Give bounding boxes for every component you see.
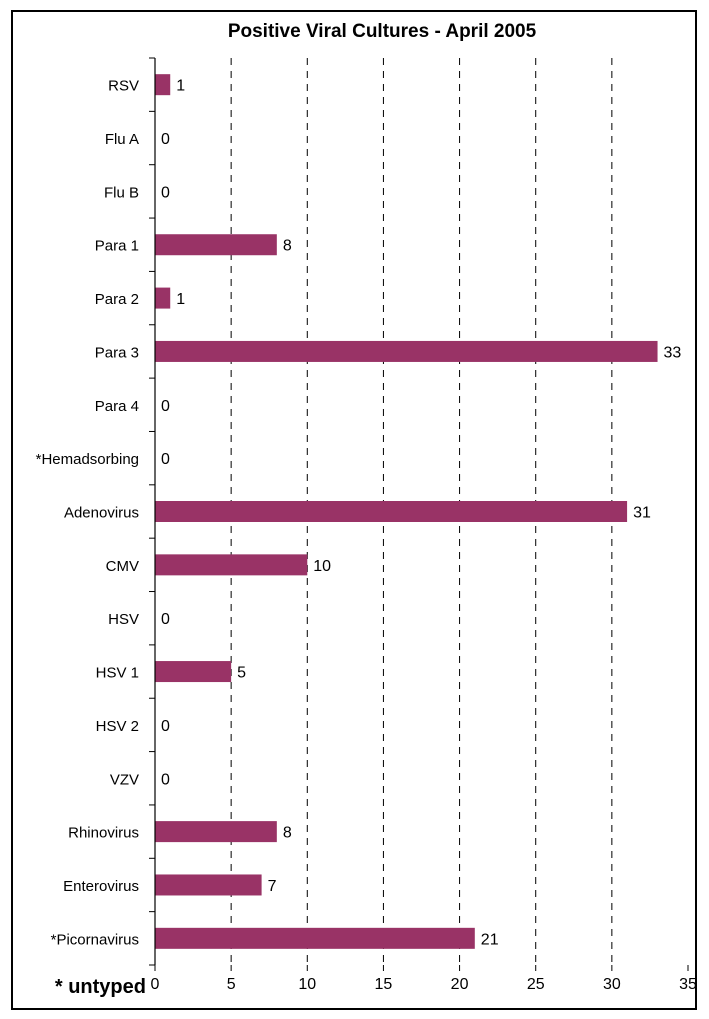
x-tick-label-10: 10	[298, 976, 316, 993]
category-label-2: Flu B	[104, 184, 139, 201]
x-tick-label-25: 25	[527, 976, 545, 993]
bar-15	[155, 874, 262, 896]
category-label-4: Para 2	[95, 291, 139, 308]
category-label-9: CMV	[106, 558, 139, 575]
category-label-10: HSV	[108, 611, 139, 628]
x-tick-label-15: 15	[375, 976, 393, 993]
bar-11	[155, 661, 232, 683]
bar-5	[155, 340, 658, 362]
value-label-13: 0	[161, 771, 170, 788]
x-tick-label-35: 35	[679, 976, 697, 993]
category-label-5: Para 3	[95, 344, 139, 361]
bar-16	[155, 927, 475, 949]
category-label-13: VZV	[110, 771, 139, 788]
category-label-14: Rhinovirus	[68, 825, 139, 842]
value-label-12: 0	[161, 718, 170, 735]
value-label-15: 7	[268, 878, 277, 895]
value-label-10: 0	[161, 611, 170, 628]
category-label-6: Para 4	[95, 398, 139, 415]
footnote: * untyped	[55, 976, 146, 998]
bar-14	[155, 821, 277, 843]
value-label-9: 10	[313, 558, 331, 575]
chart-title: Positive Viral Cultures - April 2005	[228, 21, 537, 42]
gridlines	[230, 58, 613, 965]
value-label-1: 0	[161, 131, 170, 148]
axes: 0 5 10 15 20 25 30 35	[149, 57, 697, 993]
category-label-1: Flu A	[105, 131, 139, 148]
value-label-7: 0	[161, 451, 170, 468]
value-label-5: 33	[664, 344, 682, 361]
category-label-12: HSV 2	[96, 718, 139, 735]
value-label-8: 31	[633, 505, 651, 522]
value-label-0: 1	[176, 78, 185, 95]
value-label-11: 5	[237, 665, 246, 682]
bar-9	[155, 554, 308, 576]
x-tick-label-30: 30	[603, 976, 621, 993]
category-label-7: *Hemadsorbing	[36, 451, 139, 468]
bar-8	[155, 501, 628, 522]
value-label-14: 8	[283, 825, 292, 842]
category-label-16: *Picornavirus	[51, 931, 139, 948]
category-label-11: HSV 1	[96, 665, 139, 682]
bars	[155, 74, 658, 949]
x-tick-label-0: 0	[151, 976, 160, 993]
category-labels: RSV Flu A Flu B Para 1 Para 2 Para 3 Para 4 *He…	[36, 78, 139, 949]
x-tick-label-5: 5	[227, 976, 236, 993]
bar-3	[155, 234, 277, 256]
bar-4	[155, 287, 171, 309]
value-label-3: 8	[283, 238, 292, 255]
bar-0	[155, 74, 171, 96]
category-label-0: RSV	[108, 78, 139, 95]
category-label-8: Adenovirus	[64, 505, 139, 522]
value-label-6: 0	[161, 398, 170, 415]
category-label-15: Enterovirus	[63, 878, 139, 895]
value-label-16: 21	[481, 931, 499, 948]
x-tick-label-20: 20	[451, 976, 469, 993]
category-label-3: Para 1	[95, 238, 139, 255]
value-label-4: 1	[176, 291, 185, 308]
value-label-2: 0	[161, 184, 170, 201]
